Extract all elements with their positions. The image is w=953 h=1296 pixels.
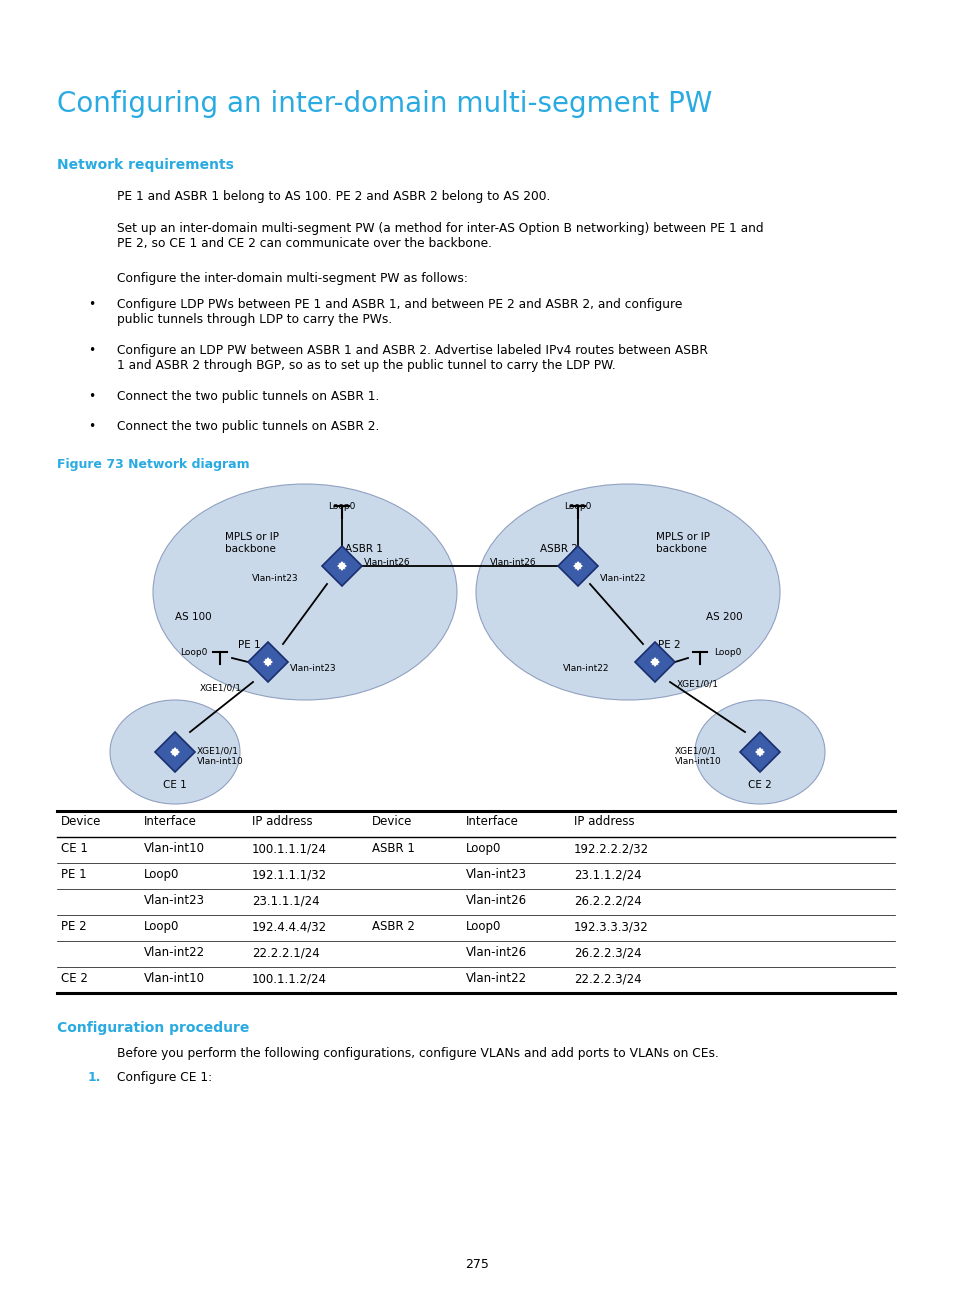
Circle shape: [265, 660, 270, 665]
Text: XGE1/0/1
Vlan-int10: XGE1/0/1 Vlan-int10: [196, 746, 244, 766]
Text: Connect the two public tunnels on ASBR 1.: Connect the two public tunnels on ASBR 1…: [117, 390, 379, 403]
Text: Figure 73 Network diagram: Figure 73 Network diagram: [57, 457, 250, 470]
Text: 1.: 1.: [88, 1070, 101, 1083]
Polygon shape: [322, 546, 361, 586]
Polygon shape: [558, 546, 598, 586]
Text: Loop0: Loop0: [564, 502, 591, 511]
Text: •: •: [88, 343, 95, 356]
Text: 100.1.1.2/24: 100.1.1.2/24: [252, 972, 327, 985]
Circle shape: [757, 749, 761, 754]
Text: Loop0: Loop0: [144, 920, 179, 933]
Text: Configure the inter-domain multi-segment PW as follows:: Configure the inter-domain multi-segment…: [117, 272, 467, 285]
Ellipse shape: [476, 483, 780, 700]
Polygon shape: [248, 642, 288, 682]
Text: CE 2: CE 2: [61, 972, 88, 985]
Text: CE 1: CE 1: [61, 842, 88, 855]
Text: ASBR 2: ASBR 2: [372, 920, 415, 933]
Text: •: •: [88, 390, 95, 403]
Text: XGE1/0/1: XGE1/0/1: [200, 684, 242, 693]
Text: 192.3.3.3/32: 192.3.3.3/32: [574, 920, 648, 933]
Text: PE 2: PE 2: [658, 640, 679, 651]
Text: IP address: IP address: [252, 815, 313, 828]
Text: Configuring an inter-domain multi-segment PW: Configuring an inter-domain multi-segmen…: [57, 89, 712, 118]
Text: Vlan-int10: Vlan-int10: [144, 972, 205, 985]
Text: PE 1 and ASBR 1 belong to AS 100. PE 2 and ASBR 2 belong to AS 200.: PE 1 and ASBR 1 belong to AS 100. PE 2 a…: [117, 191, 550, 203]
Text: Loop0: Loop0: [180, 648, 208, 657]
Text: Loop0: Loop0: [465, 920, 501, 933]
Text: 26.2.2.2/24: 26.2.2.2/24: [574, 894, 641, 907]
Text: Device: Device: [372, 815, 412, 828]
Text: PE 1: PE 1: [237, 640, 260, 651]
Text: MPLS or IP
backbone: MPLS or IP backbone: [225, 531, 278, 553]
Text: Loop0: Loop0: [465, 842, 501, 855]
Text: AS 100: AS 100: [174, 612, 212, 622]
Text: Set up an inter-domain multi-segment PW (a method for inter-AS Option B networki: Set up an inter-domain multi-segment PW …: [117, 222, 762, 250]
Text: Configure an LDP PW between ASBR 1 and ASBR 2. Advertise labeled IPv4 routes bet: Configure an LDP PW between ASBR 1 and A…: [117, 343, 707, 372]
Text: CE 1: CE 1: [163, 780, 187, 791]
Text: 192.4.4.4/32: 192.4.4.4/32: [252, 920, 327, 933]
Text: 192.2.2.2/32: 192.2.2.2/32: [574, 842, 648, 855]
Text: Vlan-int26: Vlan-int26: [465, 894, 527, 907]
Text: Configure CE 1:: Configure CE 1:: [117, 1070, 212, 1083]
Text: PE 1: PE 1: [61, 868, 87, 881]
Text: Vlan-int23: Vlan-int23: [290, 664, 336, 673]
Text: Connect the two public tunnels on ASBR 2.: Connect the two public tunnels on ASBR 2…: [117, 420, 379, 433]
Text: Vlan-int23: Vlan-int23: [144, 894, 205, 907]
Circle shape: [172, 749, 177, 754]
Text: Interface: Interface: [144, 815, 196, 828]
Ellipse shape: [152, 483, 456, 700]
Text: Vlan-int10: Vlan-int10: [144, 842, 205, 855]
Text: IP address: IP address: [574, 815, 634, 828]
Text: XGE1/0/1: XGE1/0/1: [677, 680, 719, 689]
Ellipse shape: [695, 700, 824, 804]
Text: Loop0: Loop0: [328, 502, 355, 511]
Circle shape: [575, 564, 579, 569]
Polygon shape: [740, 732, 780, 772]
Text: Vlan-int23: Vlan-int23: [252, 574, 298, 583]
Text: 23.1.1.2/24: 23.1.1.2/24: [574, 868, 641, 881]
Text: Vlan-int22: Vlan-int22: [599, 574, 646, 583]
Polygon shape: [635, 642, 675, 682]
Text: Interface: Interface: [465, 815, 518, 828]
Text: Vlan-int22: Vlan-int22: [562, 664, 609, 673]
Text: AS 200: AS 200: [705, 612, 741, 622]
Text: 22.2.2.1/24: 22.2.2.1/24: [252, 946, 319, 959]
Text: Vlan-int23: Vlan-int23: [465, 868, 526, 881]
Ellipse shape: [110, 700, 240, 804]
Text: •: •: [88, 420, 95, 433]
Text: Vlan-int26: Vlan-int26: [364, 559, 410, 566]
Text: ASBR 1: ASBR 1: [372, 842, 415, 855]
Text: 22.2.2.3/24: 22.2.2.3/24: [574, 972, 641, 985]
Text: Configuration procedure: Configuration procedure: [57, 1021, 249, 1036]
Text: ASBR 1: ASBR 1: [345, 544, 382, 553]
Text: Configure LDP PWs between PE 1 and ASBR 1, and between PE 2 and ASBR 2, and conf: Configure LDP PWs between PE 1 and ASBR …: [117, 298, 681, 327]
Text: 26.2.2.3/24: 26.2.2.3/24: [574, 946, 641, 959]
Text: 23.1.1.1/24: 23.1.1.1/24: [252, 894, 319, 907]
Text: XGE1/0/1
Vlan-int10: XGE1/0/1 Vlan-int10: [675, 746, 721, 766]
Text: Device: Device: [61, 815, 101, 828]
Text: 100.1.1.1/24: 100.1.1.1/24: [252, 842, 327, 855]
Text: Vlan-int26: Vlan-int26: [490, 559, 536, 566]
Text: Vlan-int26: Vlan-int26: [465, 946, 527, 959]
Text: Vlan-int22: Vlan-int22: [465, 972, 527, 985]
Circle shape: [652, 660, 657, 665]
Text: MPLS or IP
backbone: MPLS or IP backbone: [656, 531, 709, 553]
Text: Before you perform the following configurations, configure VLANs and add ports t: Before you perform the following configu…: [117, 1047, 719, 1060]
Text: 192.1.1.1/32: 192.1.1.1/32: [252, 868, 327, 881]
Text: Network requirements: Network requirements: [57, 158, 233, 172]
Text: CE 2: CE 2: [747, 780, 771, 791]
Text: Loop0: Loop0: [713, 648, 740, 657]
Circle shape: [339, 564, 344, 569]
Text: Loop0: Loop0: [144, 868, 179, 881]
Text: PE 2: PE 2: [61, 920, 87, 933]
Text: Vlan-int22: Vlan-int22: [144, 946, 205, 959]
Polygon shape: [154, 732, 194, 772]
Text: 275: 275: [464, 1258, 489, 1271]
Text: ASBR 2: ASBR 2: [539, 544, 578, 553]
Text: •: •: [88, 298, 95, 311]
